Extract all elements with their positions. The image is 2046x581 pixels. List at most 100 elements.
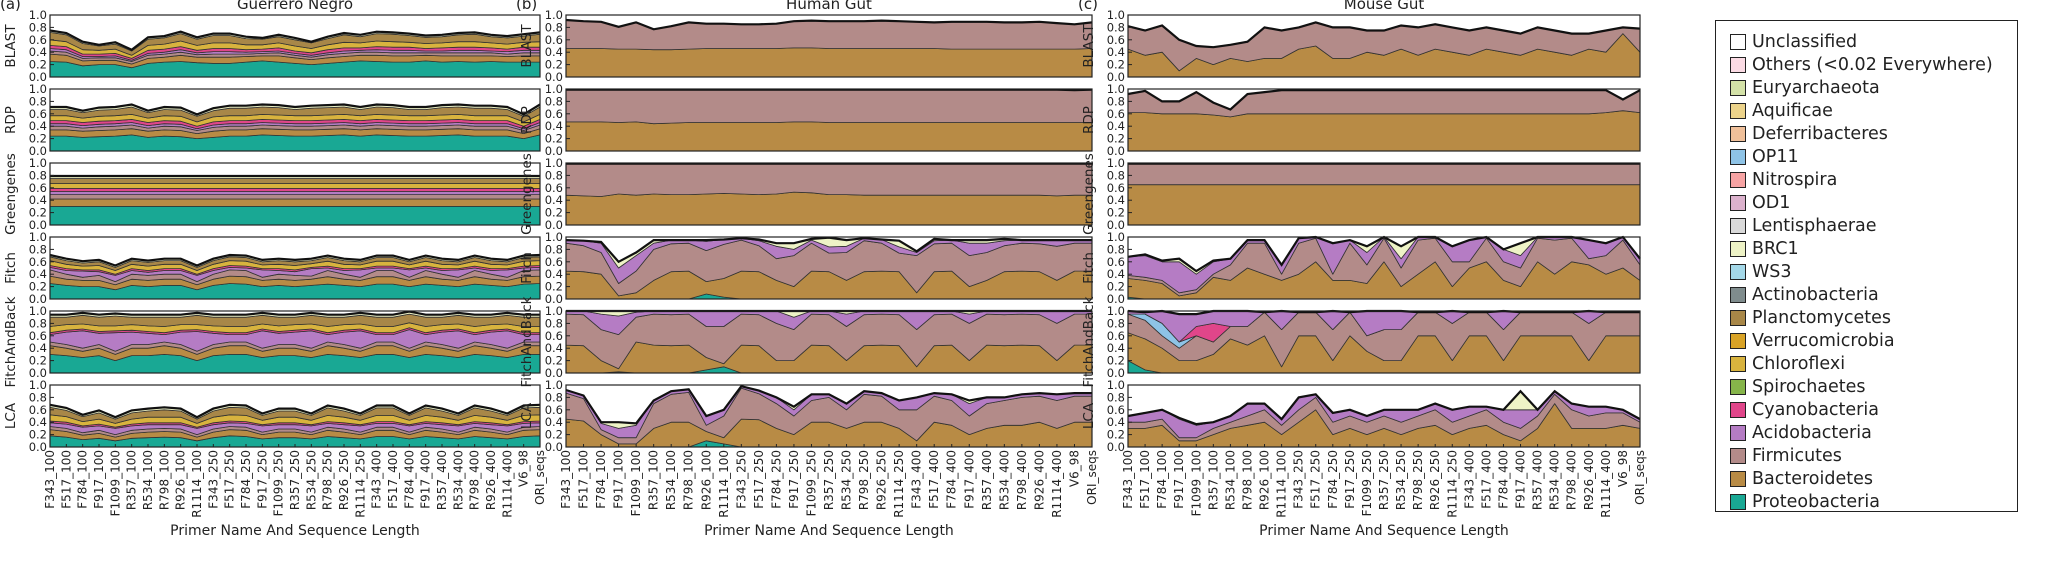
subplot-frame: [565, 236, 1093, 300]
y-tick-label: 0.4: [29, 193, 47, 207]
x-tick-label: V6_98: [1616, 450, 1630, 487]
x-tick-label: ORI_seqs: [1085, 450, 1099, 505]
legend-entry: Euryarchaeota: [1730, 77, 1880, 99]
subplot-fitch: 0.00.20.40.60.81.0 Fitch: [1081, 230, 1641, 306]
area-bacteroidetes: [565, 47, 1093, 78]
y-tick-label: 1.0: [1107, 156, 1125, 170]
x-tick-label: R926_400: [1582, 450, 1596, 510]
y-tick-label: 0.2: [1107, 58, 1125, 72]
x-tick-label: R357_100: [125, 450, 139, 510]
y-tick-label: 0.6: [545, 403, 563, 417]
x-tick-label: R357_100: [647, 450, 661, 510]
legend-entry: Others (<0.02 Everywhere): [1730, 54, 1993, 76]
subplot-rdp: 0.00.20.40.60.81.0 RDP: [519, 82, 1093, 158]
y-tick-label: 0.0: [545, 218, 563, 232]
row-label-fitchandback: FitchAndBack: [519, 296, 535, 387]
legend-swatch: [1730, 448, 1746, 464]
y-tick-label: 0.4: [29, 415, 47, 429]
x-tick-label: F343_100: [43, 450, 57, 509]
x-tick-label: F784_100: [1155, 450, 1169, 509]
legend-entry: Firmicutes: [1730, 445, 1842, 467]
x-tick-label: R926_250: [337, 450, 351, 510]
y-tick-label: 0.8: [1107, 390, 1125, 404]
legend-label: Euryarchaeota: [1752, 78, 1880, 98]
x-axis-label: Primer Name And Sequence Length: [704, 523, 954, 539]
y-tick-label: 1.0: [29, 378, 47, 392]
legend-label: Spirochaetes: [1752, 377, 1866, 397]
y-tick-label: 0.8: [29, 390, 47, 404]
unclassified-boundary: [1127, 89, 1641, 111]
legend-label: Actinobacteria: [1752, 285, 1879, 305]
legend-label: Nitrospira: [1752, 170, 1838, 190]
y-tick-label: 1.0: [545, 156, 563, 170]
x-tick-label: F343_100: [559, 450, 573, 509]
row-label-greengenes: Greengenes: [1081, 153, 1097, 235]
x-tick-label: F784_100: [594, 450, 608, 509]
area-firmicutes: [565, 89, 1093, 125]
y-tick-label: 0.0: [1107, 366, 1125, 380]
panel-human-gut: (b) Human Gut0.00.20.40.60.81.0BLAST0.00.…: [516, 0, 1099, 539]
y-tick-label: 0.2: [1107, 132, 1125, 146]
area-proteobacteria: [49, 134, 541, 152]
legend-entry: OD1: [1730, 192, 1790, 214]
x-tick-label: R1114_400: [1050, 450, 1064, 518]
y-tick-label: 0.0: [1107, 70, 1125, 84]
y-tick-label: 0.4: [1107, 267, 1125, 281]
panel-title: Guerrero Negro: [237, 0, 353, 13]
panel-guerrero-negro: (a) Guerrero Negro0.00.20.40.60.81.0BLAST…: [0, 0, 547, 539]
x-tick-label: R357_100: [1206, 450, 1220, 510]
legend-label: Bacteroidetes: [1752, 469, 1873, 489]
y-tick-label: 0.4: [29, 45, 47, 59]
legend-swatch: [1730, 333, 1746, 349]
row-label-greengenes: Greengenes: [519, 153, 535, 235]
area-firmicutes: [1127, 163, 1641, 186]
y-tick-label: 0.6: [545, 329, 563, 343]
subplot-rdp: 0.00.20.40.60.81.0 RDP: [3, 82, 541, 158]
legend-label: Verrucomicrobia: [1752, 331, 1895, 351]
subplot-lca: 0.00.20.40.60.81.0 LCA: [519, 378, 1093, 454]
x-tick-label: F517_400: [1479, 450, 1493, 509]
y-tick-label: 1.0: [1107, 304, 1125, 318]
x-tick-label: F517_400: [386, 450, 400, 509]
legend-label: Unclassified: [1752, 32, 1858, 52]
x-tick-label: F517_400: [927, 450, 941, 509]
x-tick-label: R534_100: [664, 450, 678, 510]
x-tick-label: R798_250: [857, 450, 871, 510]
x-tick-label: R534_400: [997, 450, 1011, 510]
x-tick-label: F784_400: [1496, 450, 1510, 509]
y-tick-label: 0.6: [29, 329, 47, 343]
unclassified-boundary: [566, 88, 1093, 92]
area-bacteroidetes: [1127, 184, 1641, 226]
row-label-lca: LCA: [1081, 402, 1097, 429]
subplot-frame: [49, 88, 541, 152]
panel-letter: (a): [0, 0, 21, 13]
x-tick-label: F784_250: [769, 450, 783, 509]
x-tick-label: R357_400: [980, 450, 994, 510]
y-tick-label: 0.6: [29, 181, 47, 195]
y-tick-label: 1.0: [545, 8, 563, 22]
subplot-frame: [49, 236, 541, 300]
subplot-frame: [565, 88, 1093, 152]
y-tick-label: 0.6: [29, 403, 47, 417]
x-tick-label: F1099_100: [108, 450, 122, 516]
x-tick-label: R798_100: [157, 450, 171, 510]
subplot-fitch: 0.00.20.40.60.81.0 Fitch: [519, 230, 1093, 306]
unclassified-boundary: [49, 253, 541, 267]
legend-swatch: [1730, 126, 1746, 142]
subplot-greengenes: 0.00.20.40.60.81.0 Greengenes: [1081, 153, 1641, 235]
legend-label: Cyanobacteria: [1752, 400, 1879, 420]
x-tick-label: F343_250: [734, 450, 748, 509]
subplot-frame: [49, 162, 541, 226]
x-tick-label: R926_400: [484, 450, 498, 510]
subplot-frame: [1127, 162, 1641, 226]
x-tick-label: F1099_250: [804, 450, 818, 516]
row-label-fitch: Fitch: [1081, 252, 1097, 284]
y-tick-label: 0.8: [545, 168, 563, 182]
y-tick-label: 0.0: [545, 144, 563, 158]
subplot-frame: [1127, 14, 1641, 78]
legend-label: Others (<0.02 Everywhere): [1752, 55, 1993, 75]
y-tick-label: 0.6: [29, 255, 47, 269]
legend-entry: Actinobacteria: [1730, 284, 1879, 306]
row-label-fitch: Fitch: [3, 252, 19, 284]
